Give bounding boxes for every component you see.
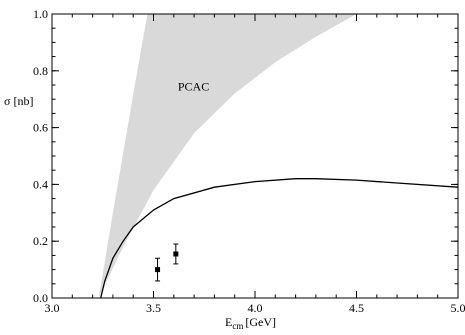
x-axis-label-unit: [GeV]: [245, 315, 276, 329]
x-tick-label: 3.0: [45, 301, 60, 315]
x-axis-label-subscript: cm: [232, 321, 243, 331]
y-tick-label: 0.0: [33, 291, 48, 305]
pcac-band: [98, 14, 357, 298]
data-point: [155, 257, 161, 282]
x-axis-label: Ecm [GeV]: [225, 315, 276, 331]
theory-curve: [100, 178, 459, 299]
x-axis-label-main: E: [225, 315, 232, 329]
x-tick-label: 5.0: [451, 301, 465, 315]
x-tick-label: 4.5: [349, 301, 364, 315]
data-marker: [155, 267, 161, 273]
x-tick-label: 4.0: [248, 301, 263, 315]
data-point: [173, 243, 179, 265]
data-marker: [173, 251, 179, 257]
y-tick-label: 0.2: [33, 234, 48, 248]
y-tick-label: 1.0: [33, 7, 48, 21]
y-tick-label: 0.6: [33, 121, 48, 135]
pcac-annotation: PCAC: [178, 80, 209, 94]
y-tick-label: 0.8: [33, 64, 48, 78]
y-axis-label: σ [nb]: [4, 94, 33, 108]
data-points: [155, 243, 179, 282]
x-tick-label: 3.5: [146, 301, 161, 315]
axis-ticks: 3.0 3.5 4.0 4.5 5.0 0.0 0.2 0.4 0.6 0.8 1.0: [33, 7, 465, 315]
y-tick-label: 0.4: [33, 177, 48, 191]
